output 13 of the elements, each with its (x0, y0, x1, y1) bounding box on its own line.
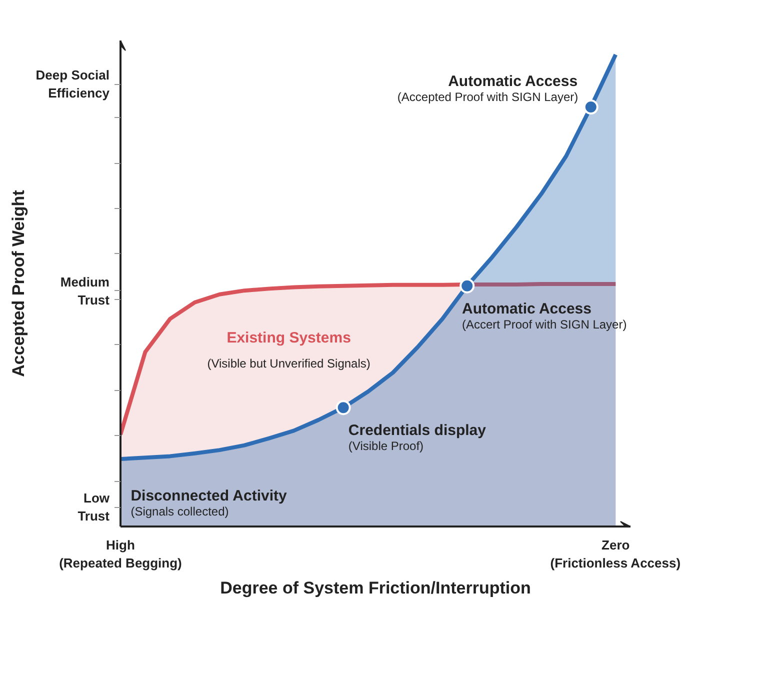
x-tick-label: High (Repeated Begging) (59, 538, 182, 570)
text: Deep Social Efficiency (36, 68, 110, 101)
text: Medium Trust (60, 274, 110, 308)
annotation: Disconnected Activity (Signals collected) (130, 488, 288, 519)
annotation: (Visible but Unverified Signals) (207, 356, 370, 370)
y-axis-title: Accepted Proof Weight (8, 190, 28, 377)
series-label: Existing Systems (226, 330, 351, 347)
x-axis-title: Degree of System Friction/Interruption (220, 578, 531, 598)
annotation: Automatic Access (Accepted Proof with SIGN Layer) (397, 73, 578, 104)
x-tick-label: Zero (Frictionless Access) (550, 538, 681, 570)
annotation: Credentials display (Visible Proof) (348, 422, 487, 454)
text: Low Trust (78, 490, 110, 524)
annotation: Automatic Access (Accert Proof with SIGN Layer) (462, 300, 627, 332)
